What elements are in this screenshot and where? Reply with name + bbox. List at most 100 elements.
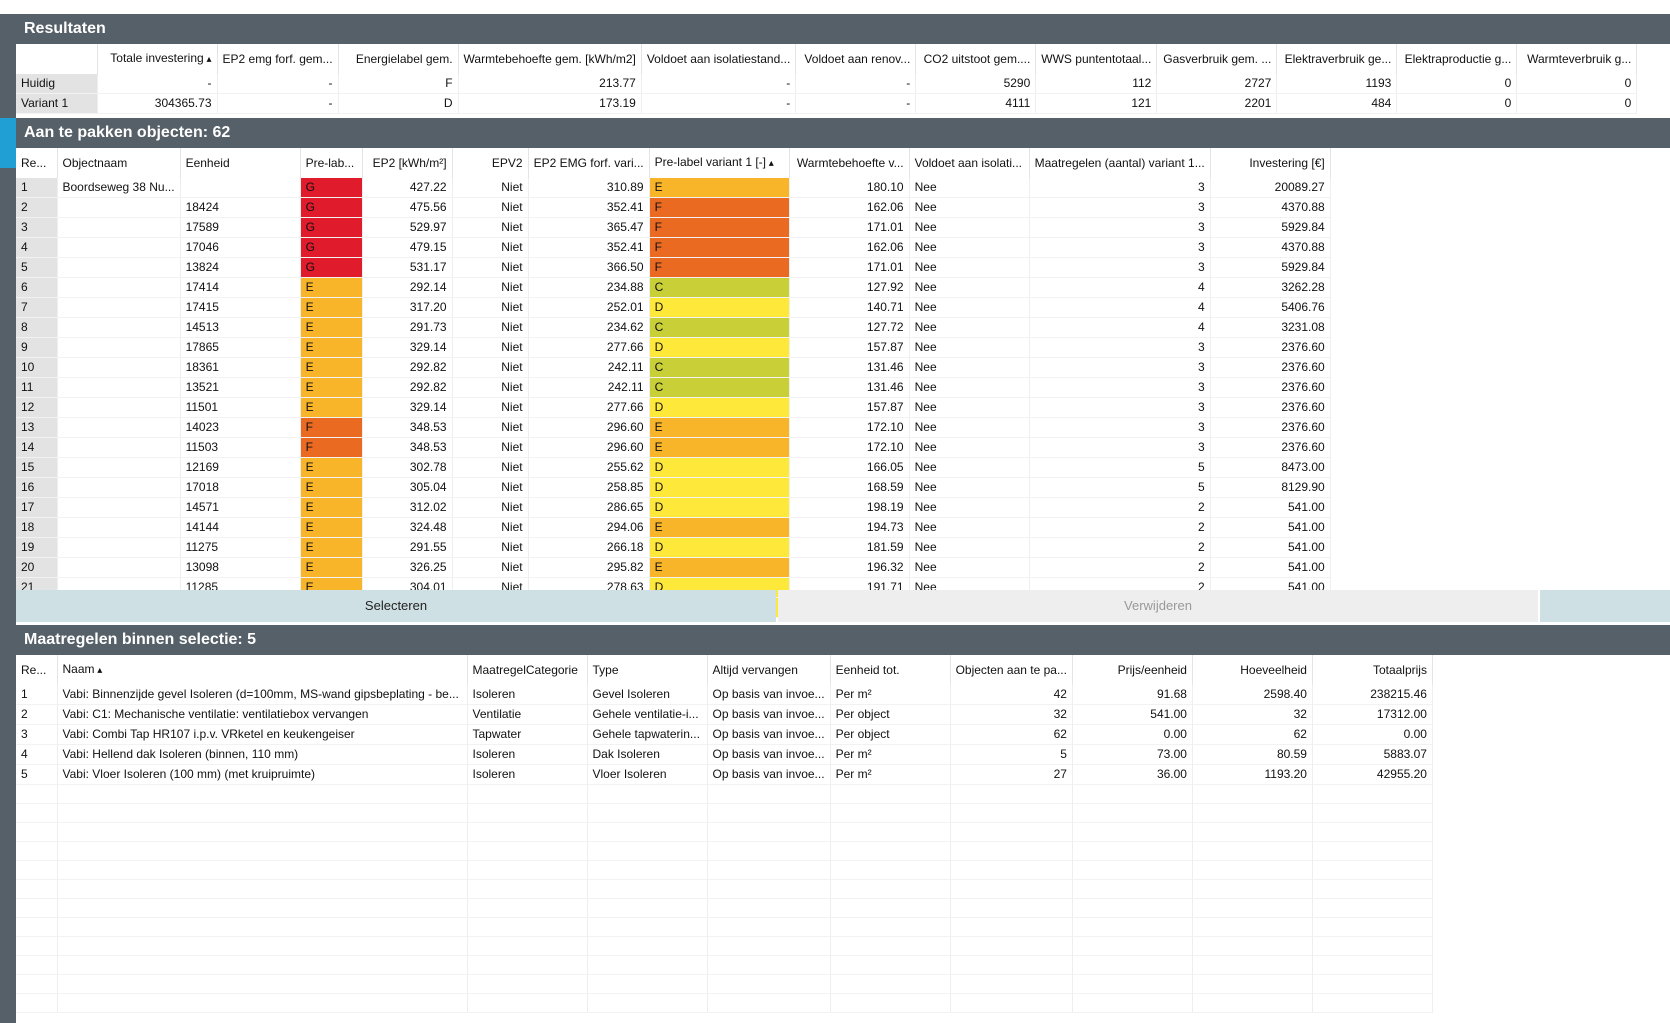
object-row[interactable]: 20 13098 E 326.25 Niet 295.82 E 196.32 Nee 2 541.0…: [16, 557, 1331, 578]
object-row[interactable]: 13 14023 F 348.53 Niet 296.60 E 172.10 Nee 3 2376.…: [16, 417, 1331, 438]
results-column-header[interactable]: Voldoet aan renov...: [795, 44, 917, 74]
object-cell: [57, 377, 181, 398]
measures-column-header[interactable]: Prijs/eenheid: [1072, 655, 1193, 685]
measure-cell: Per m²: [830, 685, 951, 705]
object-cell: 255.62: [528, 457, 650, 478]
objects-column-header[interactable]: Maatregelen (aantal) variant 1...: [1029, 148, 1211, 178]
object-cell: Niet: [452, 357, 529, 378]
measures-column-header[interactable]: Hoeveelheid: [1192, 655, 1313, 685]
results-section: Resultaten Totale investeringEP2 emg for…: [16, 14, 1670, 114]
measures-column-header[interactable]: Re...: [16, 655, 58, 685]
results-column-header[interactable]: EP2 emg forf. gem...: [217, 44, 339, 74]
measures-column-header[interactable]: Altijd vervangen: [707, 655, 831, 685]
results-column-header[interactable]: WWS puntentotaal...: [1035, 44, 1158, 74]
objects-column-header[interactable]: EP2 [kWh/m²]: [362, 148, 453, 178]
object-row[interactable]: 6 17414 E 292.14 Niet 234.88 C 127.92 Nee 4 3262.2…: [16, 277, 1331, 298]
pre-label-variant-badge: D: [649, 537, 790, 558]
object-row[interactable]: 7 17415 E 317.20 Niet 252.01 D 140.71 Nee 4 5406.7…: [16, 297, 1331, 318]
object-cell: Niet: [452, 178, 529, 198]
object-row[interactable]: 2 18424 G 475.56 Niet 352.41 F 162.06 Nee 3 4370.8…: [16, 197, 1331, 218]
results-column-header[interactable]: Warmteverbruik g...: [1516, 44, 1638, 74]
objects-column-header[interactable]: EPV2: [452, 148, 529, 178]
object-row[interactable]: 5 13824 G 531.17 Niet 366.50 F 171.01 Nee 3 5929.8…: [16, 257, 1331, 278]
measure-row[interactable]: 3 Vabi: Combi Tap HR107 i.p.v. VRketel en…: [16, 724, 1433, 745]
object-cell: 18: [16, 517, 58, 538]
results-row[interactable]: Variant 1 304365.73- D 173.19- -4111 121 2201 4…: [16, 93, 1638, 114]
object-cell: [57, 277, 181, 298]
object-row[interactable]: 18 14144 E 324.48 Niet 294.06 E 194.73 Nee 2 541.0…: [16, 517, 1331, 538]
object-row[interactable]: 3 17589 G 529.97 Niet 365.47 F 171.01 Nee 3 5929.8…: [16, 217, 1331, 238]
object-row[interactable]: 16 17018 E 305.04 Niet 258.85 D 168.59 Nee 5 8129.…: [16, 477, 1331, 498]
objects-column-header[interactable]: Objectnaam: [57, 148, 181, 178]
object-cell: 11503: [180, 437, 301, 458]
extra-button[interactable]: [1540, 590, 1670, 622]
object-cell: 310.89: [528, 178, 650, 198]
results-column-header[interactable]: Gasverbruik gem. ...: [1156, 44, 1278, 74]
empty-cell: [830, 974, 951, 994]
results-column-header[interactable]: Energielabel gem.: [338, 44, 459, 74]
results-column-header[interactable]: Voldoet aan isolatiestand...: [641, 44, 797, 74]
object-cell: [57, 357, 181, 378]
object-row[interactable]: 11 13521 E 292.82 Niet 242.11 C 131.46 Nee 3 2376.…: [16, 377, 1331, 398]
objects-column-header[interactable]: Eenheid: [180, 148, 301, 178]
empty-cell: [1072, 955, 1193, 975]
object-cell: Boordseweg 38 Nu...: [57, 178, 181, 198]
measure-cell: 17312.00: [1312, 704, 1433, 725]
measures-column-header[interactable]: Eenheid tot.: [830, 655, 951, 685]
objects-column-header[interactable]: Warmtebehoefte v...: [789, 148, 910, 178]
measures-column-header[interactable]: Type: [587, 655, 708, 685]
empty-cell: [707, 822, 831, 842]
objects-column-header[interactable]: Investering [€]: [1210, 148, 1331, 178]
measures-column-header[interactable]: MaatregelCategorie: [467, 655, 588, 685]
object-row[interactable]: 17 14571 E 312.02 Niet 286.65 D 198.19 Nee 2 541.0…: [16, 497, 1331, 518]
measures-column-header[interactable]: Totaalprijs: [1312, 655, 1433, 685]
object-cell: 3: [1029, 197, 1211, 218]
objects-column-header[interactable]: Pre-lab...: [300, 148, 363, 178]
object-cell: 292.82: [362, 377, 453, 398]
objects-column-header[interactable]: EP2 EMG forf. vari...: [528, 148, 650, 178]
object-row[interactable]: 1 Boordseweg 38 Nu... G 427.22 Niet 310.89 E 18…: [16, 178, 1331, 198]
objects-column-header[interactable]: Pre-label variant 1 [-]: [649, 148, 790, 178]
object-cell: 11: [16, 377, 58, 398]
measure-row[interactable]: 1 Vabi: Binnenzijde gevel Isoleren (d=100…: [16, 685, 1433, 705]
empty-cell: [57, 936, 468, 956]
object-cell: Nee: [909, 557, 1030, 578]
results-row[interactable]: Huidig - - F 213.77- -5290 112 2727 1193 0 0: [16, 74, 1638, 94]
measures-column-header[interactable]: Objecten aan te pa...: [950, 655, 1073, 685]
remove-button[interactable]: Verwijderen: [778, 590, 1538, 622]
object-cell: 1: [16, 178, 58, 198]
empty-cell: [467, 841, 588, 861]
pre-label-badge: G: [300, 178, 363, 198]
measures-column-header[interactable]: Naam: [57, 655, 468, 685]
object-cell: 326.25: [362, 557, 453, 578]
measure-cell: 2598.40: [1192, 685, 1313, 705]
measure-cell: 42955.20: [1312, 764, 1433, 785]
empty-row: [16, 974, 1433, 994]
object-row[interactable]: 14 11503 F 348.53 Niet 296.60 E 172.10 Nee 3 2376.…: [16, 437, 1331, 458]
empty-cell: [16, 784, 58, 804]
object-row[interactable]: 10 18361 E 292.82 Niet 242.11 C 131.46 Nee 3 2376.…: [16, 357, 1331, 378]
object-row[interactable]: 8 14513 E 291.73 Niet 234.62 C 127.72 Nee 4 3231.0…: [16, 317, 1331, 338]
measure-row[interactable]: 5 Vabi: Vloer Isoleren (100 mm) (met krui…: [16, 764, 1433, 785]
pre-label-variant-badge: E: [649, 517, 790, 538]
select-button[interactable]: Selecteren: [16, 590, 776, 622]
measure-row[interactable]: 2 Vabi: C1: Mechanische ventilatie: venti…: [16, 704, 1433, 725]
empty-cell: [707, 879, 831, 899]
object-row[interactable]: 12 11501 E 329.14 Niet 277.66 D 157.87 Nee 3 2376.…: [16, 397, 1331, 418]
objects-column-header[interactable]: Voldoet aan isolati...: [909, 148, 1030, 178]
object-row[interactable]: 19 11275 E 291.55 Niet 266.18 D 181.59 Nee 2 541.0…: [16, 537, 1331, 558]
measure-row[interactable]: 4 Vabi: Hellend dak Isoleren (binnen, 110…: [16, 744, 1433, 765]
object-cell: 5929.84: [1210, 257, 1331, 278]
results-column-header[interactable]: Warmtebehoefte gem. [kWh/m2]: [458, 44, 642, 74]
object-row[interactable]: 9 17865 E 329.14 Niet 277.66 D 157.87 Nee 3 2376.6…: [16, 337, 1331, 358]
object-row[interactable]: 15 12169 E 302.78 Niet 255.62 D 166.05 Nee 5 8473.…: [16, 457, 1331, 478]
results-column-header[interactable]: Elektraproductie g...: [1396, 44, 1518, 74]
results-column-header[interactable]: Totale investering: [97, 44, 218, 74]
object-cell: Niet: [452, 477, 529, 498]
results-column-header[interactable]: Elektraverbruik ge...: [1276, 44, 1398, 74]
empty-cell: [587, 974, 708, 994]
objects-column-header[interactable]: Re...: [16, 148, 58, 178]
results-column-header[interactable]: CO2 uitstoot gem....: [915, 44, 1037, 74]
object-row[interactable]: 4 17046 G 479.15 Niet 352.41 F 162.06 Nee 3 4370.8…: [16, 237, 1331, 258]
measure-cell: 5: [16, 764, 58, 785]
